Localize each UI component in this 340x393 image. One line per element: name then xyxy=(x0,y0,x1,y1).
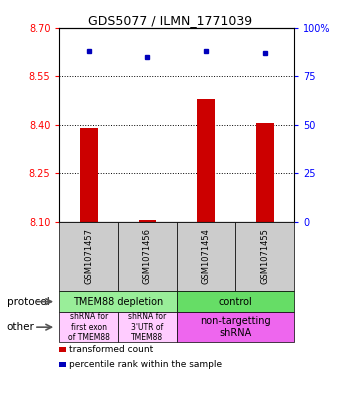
Text: control: control xyxy=(219,297,252,307)
Text: GDS5077 / ILMN_1771039: GDS5077 / ILMN_1771039 xyxy=(88,14,252,27)
Bar xyxy=(177,222,235,291)
Text: percentile rank within the sample: percentile rank within the sample xyxy=(69,360,222,369)
Text: GSM1071455: GSM1071455 xyxy=(260,228,269,285)
Text: non-targetting
shRNA: non-targetting shRNA xyxy=(200,316,271,338)
Text: shRNA for
first exon
of TMEM88: shRNA for first exon of TMEM88 xyxy=(68,312,110,342)
Bar xyxy=(118,222,177,291)
Bar xyxy=(59,362,66,367)
Text: shRNA for
3'UTR of
TMEM88: shRNA for 3'UTR of TMEM88 xyxy=(129,312,167,342)
Text: GSM1071457: GSM1071457 xyxy=(84,228,93,285)
Text: protocol: protocol xyxy=(7,297,50,307)
Bar xyxy=(59,222,118,291)
Bar xyxy=(118,312,177,342)
Bar xyxy=(59,312,118,342)
Bar xyxy=(256,123,274,222)
Bar xyxy=(197,99,215,222)
Text: TMEM88 depletion: TMEM88 depletion xyxy=(73,297,163,307)
Bar xyxy=(139,220,156,222)
Bar xyxy=(235,222,294,291)
Bar xyxy=(177,291,294,312)
Text: GSM1071456: GSM1071456 xyxy=(143,228,152,285)
Bar xyxy=(59,291,177,312)
Bar xyxy=(59,347,66,352)
Text: other: other xyxy=(7,322,35,332)
Text: transformed count: transformed count xyxy=(69,345,153,354)
Bar xyxy=(177,312,294,342)
Text: GSM1071454: GSM1071454 xyxy=(202,228,210,285)
Bar xyxy=(80,128,98,222)
